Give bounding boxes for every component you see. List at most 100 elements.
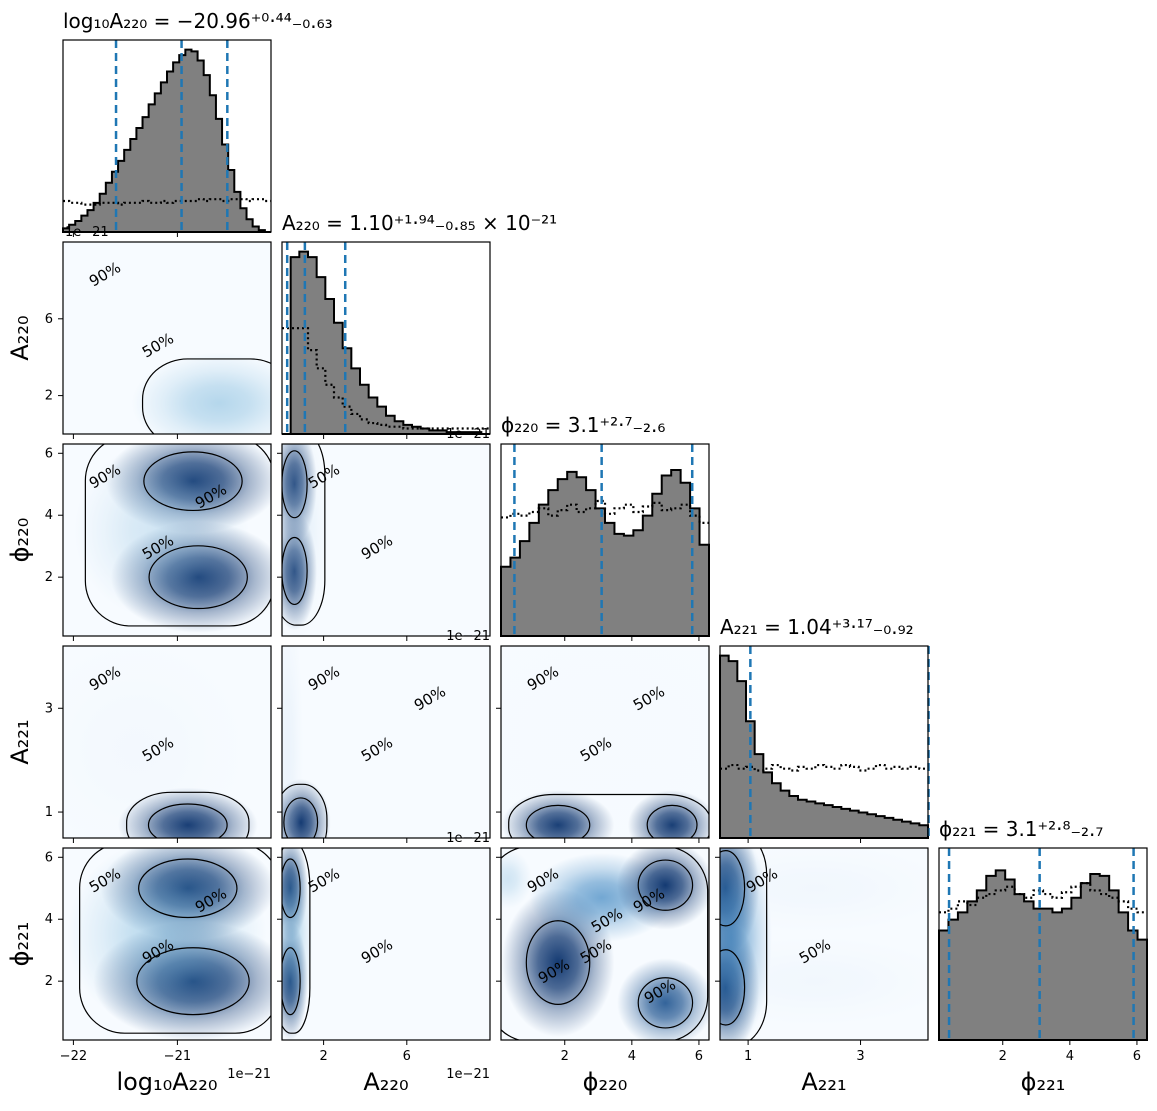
density-blob bbox=[282, 848, 313, 1032]
panel-frame bbox=[281, 645, 491, 839]
histogram-A220: A₂₂₀ = 1.10⁺¹·⁹⁴₋₀.₈₅ × 10⁻²¹ bbox=[281, 211, 557, 435]
x-tick-label: 6 bbox=[695, 1049, 703, 1064]
contour-50 bbox=[525, 804, 591, 838]
offset-text-A220: 1e−21 bbox=[446, 629, 490, 644]
contour-50 bbox=[720, 850, 746, 927]
density-field: 50%90% bbox=[282, 848, 490, 1040]
density-blob bbox=[501, 646, 709, 838]
y-tick-label: 6 bbox=[45, 312, 53, 327]
density-blob bbox=[282, 646, 304, 838]
contour-50 bbox=[147, 803, 228, 838]
posterior-histogram bbox=[282, 250, 490, 435]
prior-histogram bbox=[939, 882, 1147, 914]
x-axis-label-log10A220: log₁₀A₂₂₀ bbox=[116, 1068, 217, 1096]
x-tick-label: 6 bbox=[403, 1049, 411, 1064]
contour-50 bbox=[143, 451, 243, 512]
contour-90 bbox=[282, 783, 328, 838]
density-blob bbox=[720, 848, 928, 933]
density-field: 90%50% bbox=[63, 242, 271, 434]
contour-50 bbox=[525, 920, 591, 1005]
histogram-phi221: ϕ₂₂₁ = 3.1⁺²·⁸₋₂.₇ bbox=[938, 817, 1148, 1041]
offset-text-A220: 1e−21 bbox=[446, 831, 490, 846]
offset-text-A220: 1e−21 bbox=[446, 427, 490, 442]
x-axis-label-A220: A₂₂₀ bbox=[363, 1068, 408, 1096]
prior-histogram bbox=[501, 499, 709, 525]
y-tick-label: 3 bbox=[45, 701, 53, 716]
panel-frame bbox=[62, 443, 272, 637]
density-panel-log10A220-vs-phi221: 50%90%90% bbox=[62, 847, 272, 1041]
y-axis-label-phi221: ϕ₂₂₁ bbox=[6, 922, 34, 967]
histogram-log10A220: log₁₀A₂₂₀ = −20.96⁺⁰·⁴⁴₋₀.₆₃ bbox=[62, 9, 333, 233]
x-tick-label: 3 bbox=[856, 1049, 864, 1064]
x-axis-label-phi220: ϕ₂₂₀ bbox=[583, 1068, 628, 1096]
density-field: 90%50%50% bbox=[501, 646, 709, 838]
panel-title-log10A220: log₁₀A₂₂₀ = −20.96⁺⁰·⁴⁴₋₀.₆₃ bbox=[63, 9, 333, 33]
posterior-histogram bbox=[500, 469, 710, 637]
posterior-histogram bbox=[719, 654, 929, 839]
x-offset-text: 1e−21 bbox=[227, 1067, 271, 1082]
panel-frame bbox=[62, 241, 272, 435]
y-axis-label-A221: A₂₂₁ bbox=[6, 719, 34, 764]
contour-90 bbox=[141, 358, 271, 434]
density-blob bbox=[617, 958, 709, 1040]
density-blob bbox=[131, 352, 271, 434]
y-tick-label: 2 bbox=[45, 389, 53, 404]
density-blob bbox=[720, 936, 928, 1026]
contour-50 bbox=[282, 947, 301, 1016]
panel-frame bbox=[62, 847, 272, 1041]
prior-histogram bbox=[720, 763, 928, 772]
y-axis-phi220: 2 4 6 ϕ₂₂₀ bbox=[6, 446, 282, 585]
panel-title-A220: A₂₂₀ = 1.10⁺¹·⁹⁴₋₀.₈₅ × 10⁻²¹ bbox=[282, 211, 557, 235]
panel-frame bbox=[938, 847, 1148, 1041]
x-tick-label: 2 bbox=[561, 1049, 569, 1064]
x-tick-label: 6 bbox=[1133, 1049, 1141, 1064]
contour-50 bbox=[646, 804, 698, 838]
y-tick-label: 2 bbox=[45, 974, 53, 989]
density-field: 90%50% bbox=[63, 646, 271, 838]
y-axis-phi221: 2 4 6 ϕ₂₂₁ bbox=[6, 850, 720, 989]
panel-title-phi221: ϕ₂₂₁ = 3.1⁺²·⁸₋₂.₇ bbox=[939, 817, 1103, 841]
contour-50 bbox=[148, 545, 248, 610]
posterior-histogram bbox=[938, 869, 1148, 1041]
density-field: 90%50%90%90%50%90% bbox=[501, 848, 709, 1040]
density-blob bbox=[74, 444, 250, 620]
contour-50 bbox=[720, 949, 746, 1026]
panel-frame bbox=[62, 645, 272, 839]
contour-90 bbox=[282, 848, 311, 1034]
density-panel-log10A220-vs-A221: 90%50% bbox=[62, 645, 272, 839]
contour-90 bbox=[749, 848, 768, 1040]
x-tick-label: 2 bbox=[319, 1049, 327, 1064]
density-field: 50%90%90% bbox=[63, 848, 271, 1040]
density-panel-log10A220-vs-A220: 90%50% bbox=[62, 241, 272, 435]
x-axis-A220: 2 6 A₂₂₀ 1e−21 bbox=[319, 434, 490, 1096]
contour-90 bbox=[282, 444, 326, 626]
offset-text-log10A220: 1e−21 bbox=[65, 225, 109, 240]
density-blob bbox=[617, 848, 709, 930]
y-axis-label-phi220: ϕ₂₂₀ bbox=[6, 518, 34, 563]
density-panel-phi220-vs-phi221: 90%50%90%90%50%90% bbox=[500, 847, 710, 1041]
panel-frame bbox=[281, 241, 491, 435]
x-tick-label: −21 bbox=[164, 1049, 191, 1064]
panel-frame bbox=[500, 645, 710, 839]
y-axis-label-A220: A₂₂₀ bbox=[6, 315, 34, 360]
contour-90 bbox=[84, 444, 271, 627]
density-panel-phi220-vs-A221: 90%50%50% bbox=[500, 645, 710, 839]
y-axis-A221: 1 3 A₂₂₁ bbox=[6, 701, 501, 820]
y-axis-A220: 2 6 A₂₂₀ bbox=[6, 312, 63, 404]
y-tick-label: 1 bbox=[45, 805, 53, 820]
density-panel-log10A220-vs-phi220: 90%50%90% bbox=[62, 443, 272, 637]
contour-90 bbox=[126, 791, 250, 838]
x-axis-log10A220: −22 −21 log₁₀A₂₂₀ 1e−21 bbox=[60, 232, 271, 1096]
posterior-histogram bbox=[62, 48, 271, 233]
panel-frame bbox=[719, 645, 929, 839]
density-blob bbox=[67, 848, 267, 1032]
panel-frame bbox=[62, 39, 272, 233]
density-blob bbox=[282, 444, 329, 636]
contour-90 bbox=[501, 848, 709, 1040]
x-axis-label-phi221: ϕ₂₂₁ bbox=[1021, 1068, 1066, 1096]
histogram-A221: A₂₂₁ = 1.04⁺³·¹⁷₋₀.₉₂ bbox=[697, 615, 930, 839]
x-offset-text: 1e−21 bbox=[446, 1067, 490, 1082]
density-field: 90%50%90% bbox=[63, 444, 271, 636]
density-panel-A220-vs-phi220: 50%90% bbox=[281, 443, 491, 637]
